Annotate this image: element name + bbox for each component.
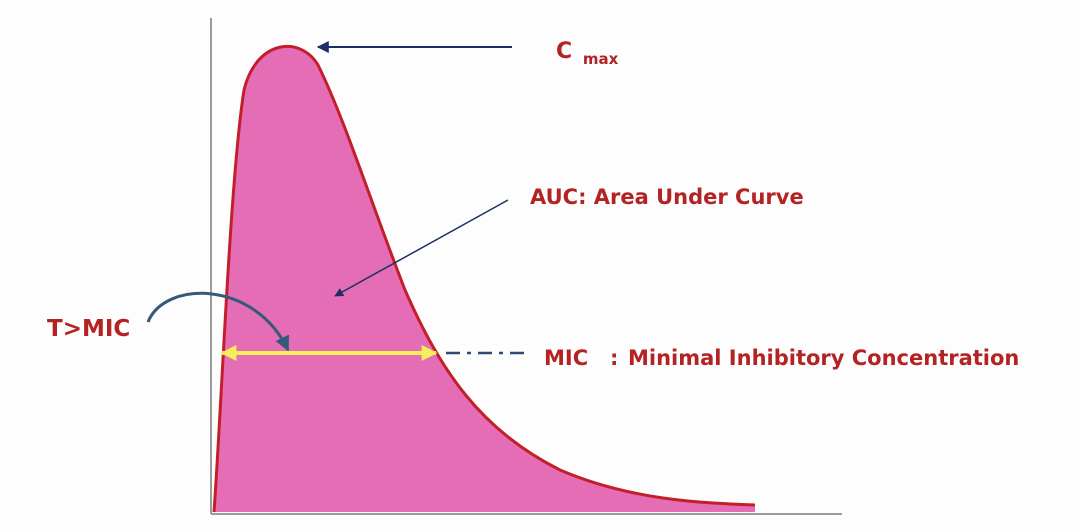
- concentration-curve: [212, 44, 756, 513]
- auc-label: AUC: Area Under Curve: [530, 185, 804, 209]
- mic-abbrev-label: MIC: [544, 346, 588, 370]
- cmax-label-subscript: max: [583, 50, 619, 68]
- mic-definition-label: Minimal Inhibitory Concentration: [628, 346, 1019, 370]
- auc-pointer-arrow: [334, 199, 509, 297]
- auc-area: [214, 46, 755, 513]
- cmax-label-main: C: [556, 39, 572, 64]
- cmax-label: C max: [556, 39, 619, 68]
- t-mic-label: T>MIC: [47, 316, 130, 342]
- t-mic-pointer-arrow: [146, 291, 290, 352]
- mic-separator: :: [610, 346, 618, 370]
